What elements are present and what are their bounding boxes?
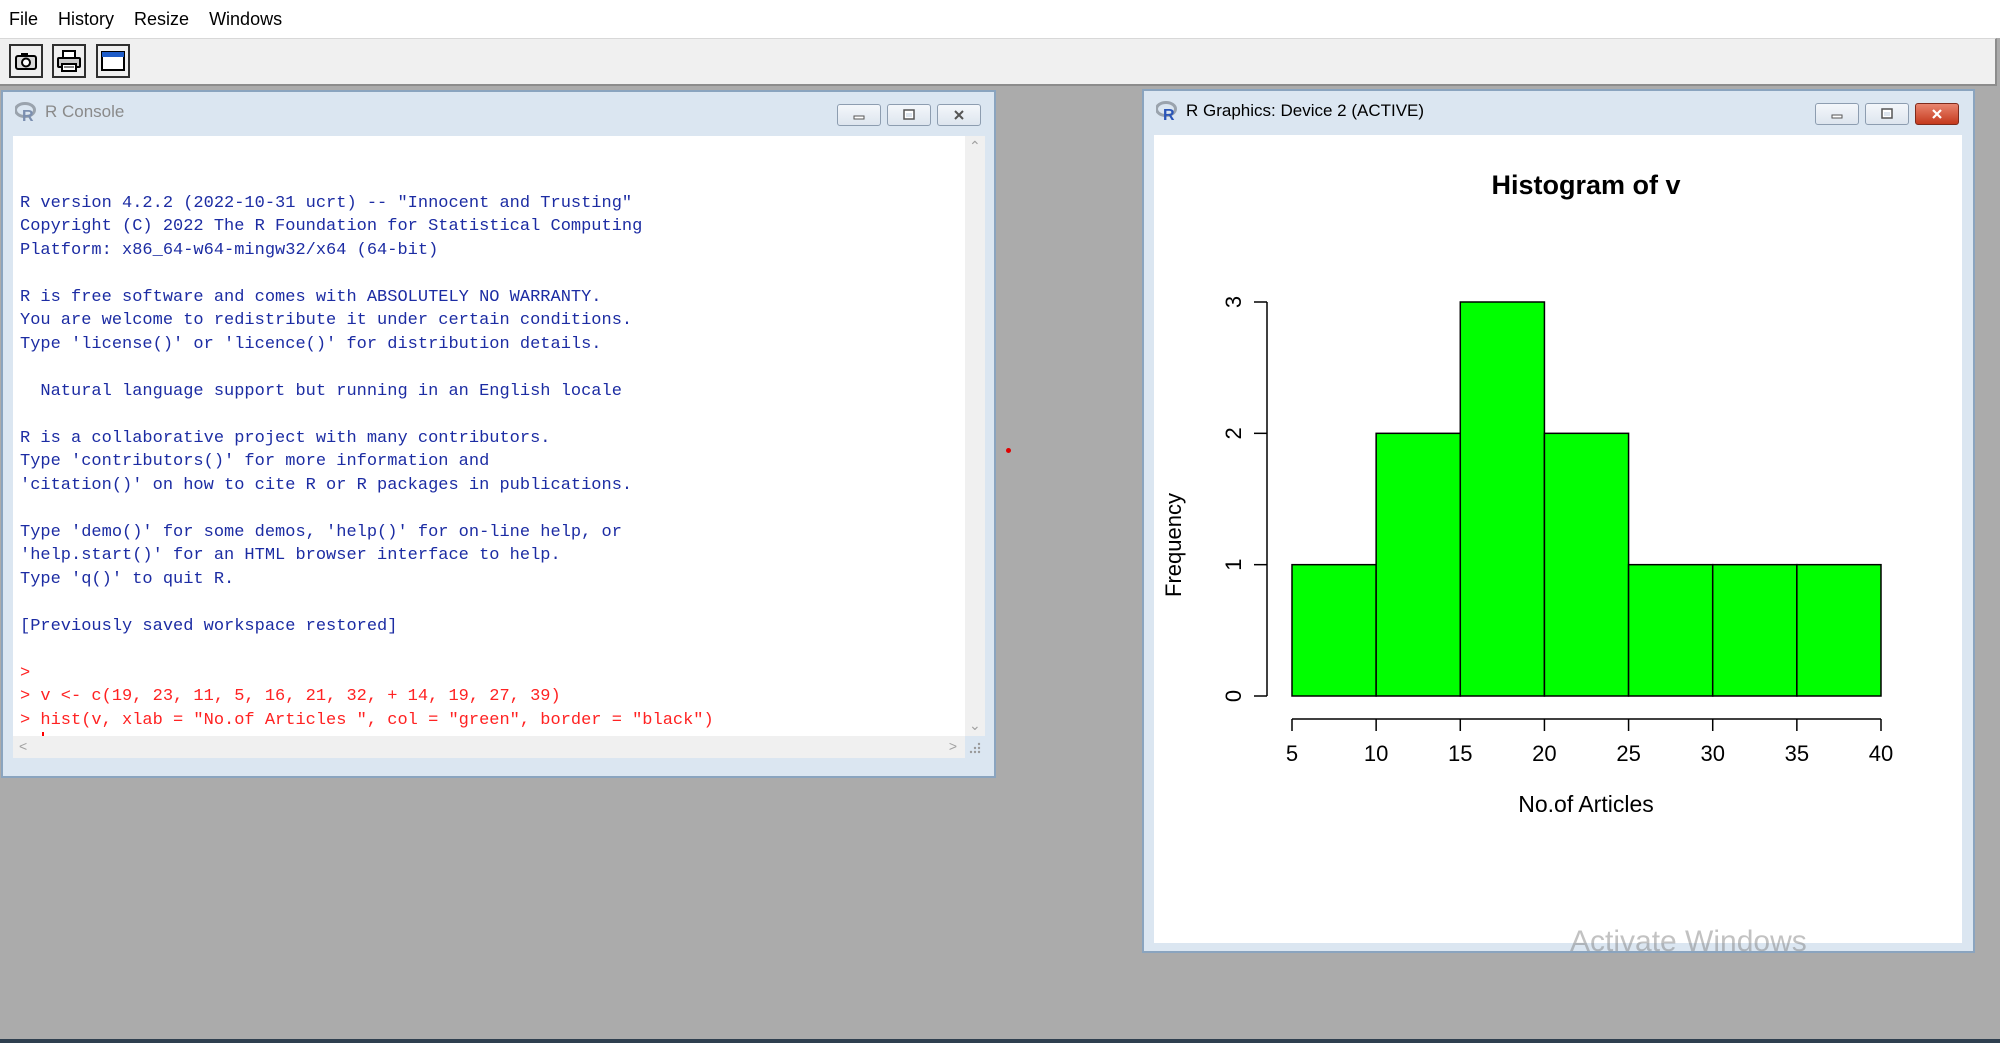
console-line: [Previously saved workspace restored] [20, 616, 398, 636]
y-tick-label: 2 [1221, 427, 1246, 439]
console-line: Type 'demo()' for some demos, 'help()' f… [20, 522, 622, 542]
console-line: > v <- c(19, 23, 11, 5, 16, 21, 32, + 14… [20, 687, 561, 706]
graphics-minimize-button[interactable] [1815, 103, 1859, 125]
x-tick-label: 5 [1286, 741, 1298, 766]
vertical-scrollbar[interactable]: ⌃ ⌄ [965, 136, 985, 736]
console-window[interactable]: R R Console R version 4.2.2 (2022-10-31 … [1, 90, 996, 778]
console-maximize-button[interactable] [887, 104, 931, 126]
scroll-right-icon[interactable]: > [948, 738, 957, 754]
histogram-chart: Histogram of v No.of Articles Frequency … [1161, 170, 1893, 817]
menu-file[interactable]: File [9, 9, 39, 29]
console-line: > hist(v, xlab = "No.of Articles ", col … [20, 710, 714, 730]
close-icon [1932, 109, 1942, 119]
graphics-titlebar[interactable]: R R Graphics: Device 2 (ACTIVE) [1144, 91, 1973, 131]
console-line: R is a collaborative project with many c… [20, 428, 551, 448]
console-title: R Console [45, 102, 125, 121]
x-tick-label: 20 [1532, 741, 1556, 766]
minimize-icon [1831, 114, 1843, 119]
x-tick-label: 35 [1785, 741, 1809, 766]
svg-text:R: R [22, 108, 34, 122]
y-tick-label: 1 [1221, 559, 1246, 571]
console-line: R version 4.2.2 (2022-10-31 ucrt) -- "In… [20, 193, 633, 213]
minimize-icon [853, 115, 865, 120]
console-line: Copyright (C) 2022 The R Foundation for … [20, 217, 643, 236]
menu-history[interactable]: History [58, 9, 115, 29]
y-tick-label: 0 [1221, 690, 1246, 702]
histogram-bar [1375, 432, 1462, 697]
resize-grip-icon[interactable] [967, 740, 983, 756]
scroll-down-icon[interactable]: ⌄ [969, 717, 981, 733]
y-axis-label: Frequency [1161, 493, 1186, 597]
x-tick-label: 40 [1869, 741, 1893, 766]
svg-text:R: R [1163, 107, 1175, 121]
histogram-bar [1459, 301, 1546, 697]
histogram-bar [1796, 563, 1882, 697]
console-line: Type 'license()' or 'licence()' for dist… [20, 334, 602, 354]
graphics-maximize-button[interactable] [1865, 103, 1909, 125]
graphics-title: R Graphics: Device 2 (ACTIVE) [1186, 101, 1425, 120]
copy-to-clipboard-button[interactable] [9, 44, 43, 78]
console-line: 'citation()' on how to cite R or R packa… [20, 475, 633, 495]
x-tick-label: 15 [1448, 741, 1472, 766]
x-tick-label: 10 [1364, 741, 1388, 766]
console-line: > [20, 663, 31, 683]
taskbar-strip [0, 1039, 2000, 1043]
console-text: R version 4.2.2 (2022-10-31 ucrt) -- "In… [20, 168, 714, 757]
x-tick-label: 25 [1616, 741, 1640, 766]
y-tick-label: 3 [1221, 296, 1246, 308]
print-button[interactable] [52, 44, 86, 78]
y-axis: 0 1 2 3 [1221, 296, 1268, 702]
new-window-button[interactable] [96, 44, 130, 78]
console-line: R is free software and comes with ABSOLU… [20, 287, 602, 307]
r-logo-icon: R [1156, 101, 1177, 121]
printer-icon [57, 50, 81, 72]
menu-windows[interactable]: Windows [209, 9, 283, 29]
scroll-left-icon[interactable]: < [19, 738, 28, 754]
histogram-bar [1291, 563, 1377, 697]
console-line: 'help.start()' for an HTML browser inter… [20, 546, 561, 565]
console-line: Type 'contributors()' for more informati… [20, 452, 490, 471]
maximize-icon [1881, 108, 1893, 119]
maximize-icon [903, 109, 915, 120]
console-line: Natural language support but running in … [20, 381, 622, 401]
histogram-bar [1627, 563, 1714, 697]
activate-windows-watermark: Activate Windows [1570, 925, 1807, 958]
x-axis-label: No.of Articles [1518, 791, 1654, 817]
close-icon [954, 110, 964, 120]
bars-group [1291, 301, 1882, 697]
histogram-bar [1711, 563, 1798, 697]
chart-title: Histogram of v [1491, 170, 1680, 200]
console-titlebar[interactable]: R R Console [3, 92, 994, 132]
console-line: Platform: x86_64-w64-mingw32/x64 (64-bit… [20, 240, 439, 260]
console-output-area[interactable]: R version 4.2.2 (2022-10-31 ucrt) -- "In… [13, 136, 965, 754]
console-close-button[interactable] [937, 104, 981, 126]
r-logo-icon: R [15, 102, 36, 122]
console-minimize-button[interactable] [837, 104, 881, 126]
plot-area: Histogram of v No.of Articles Frequency … [1154, 135, 1962, 943]
menu-resize[interactable]: Resize [134, 9, 190, 29]
console-line: You are welcome to redistribute it under… [20, 311, 633, 330]
horizontal-scrollbar[interactable]: < > [13, 736, 965, 758]
x-axis: 5 10 15 20 25 30 35 40 [1286, 718, 1893, 766]
toolbar [0, 38, 1997, 86]
console-line: Type 'q()' to quit R. [20, 569, 235, 589]
menu-bar: File History Resize Windows [0, 0, 2000, 38]
graphics-window[interactable]: R R Graphics: Device 2 (ACTIVE) Histogra… [1142, 89, 1975, 953]
graphics-close-button[interactable] [1915, 103, 1959, 125]
red-dot-marker [1006, 448, 1011, 453]
camera-icon [15, 53, 37, 70]
histogram-bar [1543, 432, 1630, 697]
scroll-up-icon[interactable]: ⌃ [969, 138, 981, 154]
x-tick-label: 30 [1700, 741, 1724, 766]
window-icon [101, 51, 125, 71]
